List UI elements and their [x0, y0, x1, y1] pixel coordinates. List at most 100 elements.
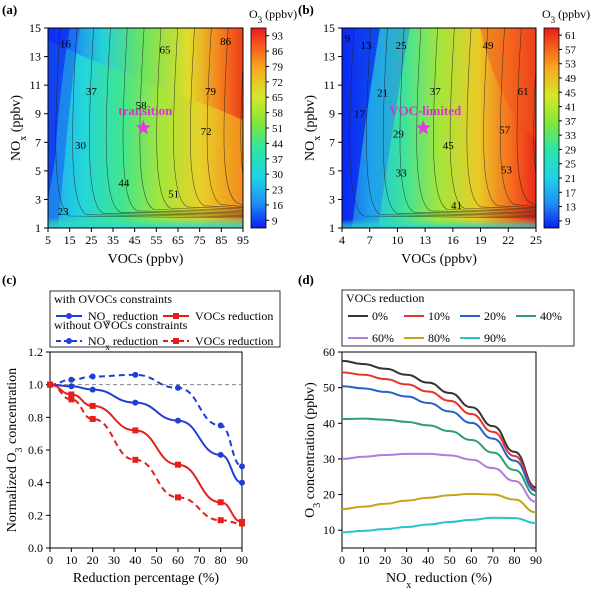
y-tick-label: 5: [329, 164, 335, 178]
colorbar-tick-label: 72: [272, 77, 283, 89]
contour-line: [139, 28, 243, 212]
y-tick-label: 1: [329, 221, 335, 235]
x-tick-label: 40: [422, 553, 434, 567]
series-line: [341, 492, 537, 514]
panel-label-a: (a): [2, 2, 17, 17]
y-tick-label: 0.4: [28, 476, 43, 490]
y-tick-label: 0.0: [28, 541, 43, 555]
panel-label-d: (d): [298, 272, 314, 287]
series-line: [341, 385, 537, 492]
y-tick-label: 20: [323, 488, 335, 502]
colorbar-tick-label: 49: [565, 73, 577, 85]
contour-line: [466, 28, 536, 210]
contour-line: [55, 28, 243, 219]
x-tick-label: 10: [358, 553, 370, 567]
contour-label: 57: [499, 124, 511, 136]
colorbar-gradient: [250, 27, 267, 229]
data-point: [132, 399, 139, 406]
colorbar-tick-label: 29: [565, 144, 577, 156]
data-point: [217, 517, 224, 524]
data-point: [175, 494, 181, 501]
contour-line: [105, 28, 243, 215]
contour-label: 23: [58, 206, 70, 218]
line-chart-panel-d: 0 10 20 30 40 50 60 70 80 90 10 20 30 40 50 60 NOx reduc…: [303, 289, 575, 591]
series-line: [341, 371, 537, 491]
contour-line: [206, 28, 243, 207]
y-tick-label: 7: [329, 135, 335, 149]
x-tick-label: 75: [194, 233, 206, 247]
colorbar-tick-label: 37: [272, 154, 284, 166]
x-tick-label: 35: [107, 233, 119, 247]
legend-label: 10%: [428, 309, 450, 323]
contour-label: 79: [205, 86, 217, 98]
colorbar-tick-label: 44: [272, 138, 284, 150]
legend-marker: [66, 313, 72, 319]
x-tick-label: 90: [236, 553, 248, 567]
x-tick-label: 40: [129, 553, 141, 567]
x-tick-label: 45: [129, 233, 141, 247]
contour-line: [89, 28, 243, 216]
marker-label: transition: [118, 103, 173, 118]
x-tick-label: 25: [85, 233, 97, 247]
x-tick-label: 20: [379, 553, 391, 567]
colorbar-tick-label: 25: [565, 159, 577, 171]
y-tick-label: 50: [323, 381, 335, 395]
contour-label: 17: [354, 109, 366, 121]
y-tick-label: 15: [323, 21, 335, 35]
x-tick-label: 30: [108, 553, 120, 567]
y-tick-label: 1.2: [28, 345, 43, 359]
contour-label: 37: [430, 86, 442, 98]
series-line: [341, 359, 537, 489]
legend-label: VOCs reduction: [195, 334, 273, 348]
data-point: [239, 479, 245, 486]
data-point: [47, 381, 53, 388]
x-tick-label: 70: [193, 553, 205, 567]
x-tick-label: 85: [215, 233, 227, 247]
heatmap-a-field: [48, 28, 243, 228]
x-tick-label: 60: [172, 553, 184, 567]
legend-group-title: without OVOCs constraints: [54, 318, 188, 332]
colorbar-tick-label: 23: [272, 185, 284, 197]
series-line: [341, 417, 537, 497]
y-tick-label: 10: [323, 523, 335, 537]
y-tick-label: 0.6: [28, 443, 43, 457]
series-line: [341, 452, 537, 503]
contour-line: [189, 28, 243, 209]
contour-label: 25: [396, 40, 408, 52]
x-tick-label: 20: [87, 553, 99, 567]
contour-label: 45: [443, 140, 455, 152]
x-tick-label: 10: [391, 233, 403, 247]
contour-line: [382, 28, 536, 216]
contour-line: [399, 28, 536, 215]
contour-label: 53: [501, 164, 513, 176]
colorbar-tick-label: 16: [272, 200, 284, 212]
y-tick-label: 7: [35, 135, 41, 149]
x-tick-label: 55: [150, 233, 162, 247]
contour-label: 49: [482, 40, 494, 52]
line-chart-panel-c: 0 10 20 30 40 50 60 70 80 90 0.0 0.2 0.4 0.6 0.8 1.0 1.2…: [5, 290, 281, 586]
x-tick-label: 22: [502, 233, 514, 247]
colorbar-tick-label: 61: [565, 30, 576, 42]
legend-marker: [173, 338, 179, 344]
colorbar-tick-label: 93: [272, 31, 284, 43]
contour-line: [366, 28, 536, 218]
data-point: [217, 499, 224, 506]
colorbar-tick-label: 65: [272, 92, 284, 104]
contour-label: 86: [220, 36, 232, 48]
colorbar-tick-label: 21: [565, 173, 576, 185]
y-tick-label: 15: [29, 21, 41, 35]
x-tick-label: 25: [530, 233, 542, 247]
x-tick-label: 19: [475, 233, 487, 247]
colorbar-tick-label: 51: [272, 123, 283, 135]
legend-label: NOx reduction: [88, 334, 158, 352]
data-point: [175, 384, 181, 391]
contour-line: [499, 28, 536, 207]
x-axis-label: VOCs (ppbv): [108, 252, 184, 267]
x-tick-label: 15: [64, 233, 76, 247]
contour-label: 58: [136, 100, 148, 112]
colorbar-tick-label: 9: [565, 216, 571, 228]
contour-label: 13: [361, 40, 373, 52]
y-axis-label: O3 concentration (ppbv): [303, 382, 323, 518]
